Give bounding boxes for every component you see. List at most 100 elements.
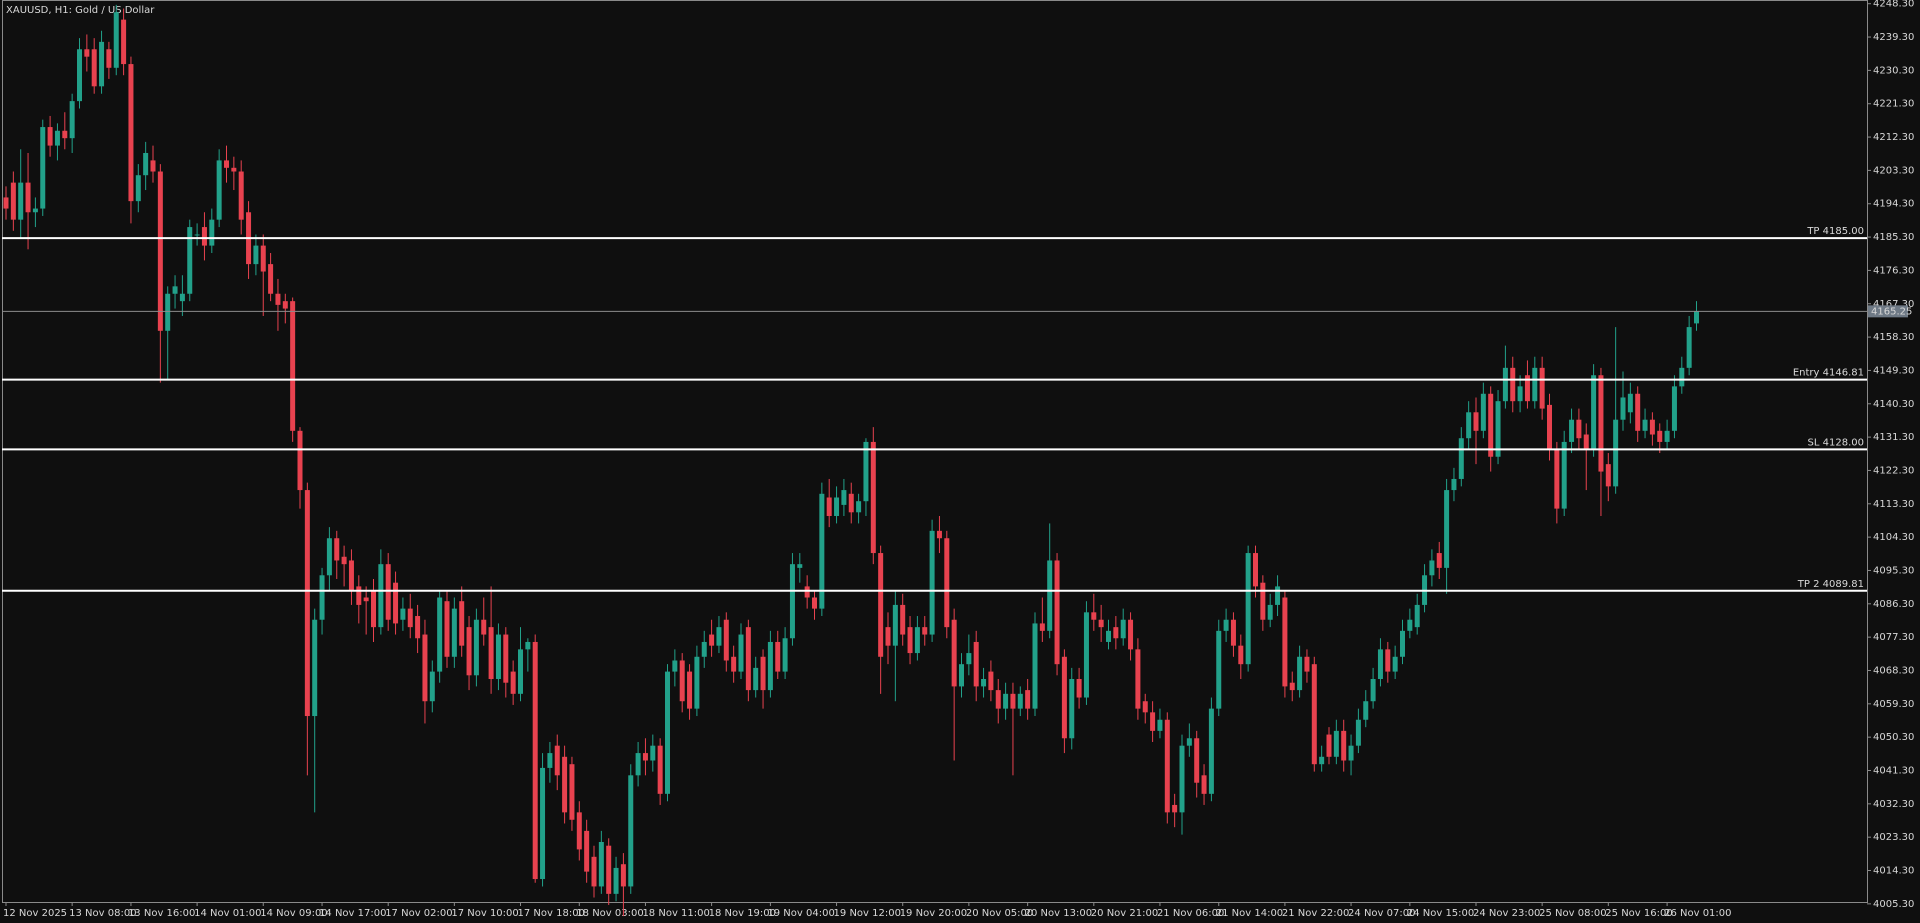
y-tick-label: 4239.30: [1873, 32, 1914, 43]
candle-body: [944, 538, 950, 628]
candle-body: [194, 234, 200, 236]
candle-body: [91, 49, 97, 87]
candle-body: [540, 767, 546, 880]
x-tick-label: 24 Nov 15:00: [1407, 908, 1474, 919]
candle-body: [554, 745, 560, 776]
candle-body: [1642, 419, 1648, 431]
candle-body: [1010, 693, 1016, 709]
candle-body: [1333, 730, 1339, 757]
candle-body: [77, 49, 82, 102]
y-tick-label: 4194.30: [1873, 199, 1914, 210]
candle-body: [282, 301, 288, 309]
candle-body: [128, 64, 134, 202]
candle-body: [1106, 630, 1111, 642]
level-label: SL 4128.00: [1808, 437, 1864, 448]
candle-body: [598, 841, 604, 887]
candle-body: [319, 575, 325, 620]
candle-body: [312, 619, 318, 717]
candle-body: [1547, 404, 1552, 450]
x-tick-label: 21 Nov 06:00: [1157, 908, 1224, 919]
y-tick-label: 4077.30: [1873, 632, 1914, 643]
candle-body: [451, 608, 457, 657]
candle-body: [238, 171, 244, 220]
candle-body: [356, 586, 362, 605]
candle-body: [1532, 367, 1538, 402]
candle-body: [929, 530, 935, 635]
candle-body: [1282, 597, 1288, 687]
candle-body: [121, 19, 127, 65]
candle-body: [1694, 311, 1699, 324]
candle-body: [1069, 679, 1075, 739]
candle-body: [841, 490, 847, 505]
candle-body: [459, 601, 465, 646]
candle-body: [1473, 412, 1479, 431]
candle-body: [1208, 708, 1214, 794]
candle-body: [620, 864, 626, 887]
chart-title: XAUUSD, H1: Gold / US Dollar: [6, 5, 155, 16]
candle-body: [1091, 612, 1097, 620]
candle-body: [275, 293, 281, 305]
candle-body: [826, 497, 832, 517]
candle-body: [657, 745, 663, 794]
candle-body: [1245, 553, 1251, 665]
level-label: TP 4185.00: [1806, 226, 1864, 237]
candle-body: [1414, 604, 1420, 628]
candle-body: [1510, 367, 1516, 402]
candle-body: [1348, 745, 1354, 761]
candle-body: [422, 634, 428, 702]
candle-body: [1517, 386, 1523, 402]
candle-body: [1613, 419, 1619, 487]
candle-body: [157, 171, 163, 331]
y-tick-label: 4113.30: [1873, 499, 1914, 510]
candle-body: [1561, 441, 1567, 509]
candle-body: [172, 286, 178, 294]
candle-body: [584, 830, 590, 872]
candle-body: [775, 641, 781, 672]
candle-body: [1304, 656, 1310, 672]
candle-body: [797, 564, 803, 568]
candle-body: [922, 627, 928, 635]
candle-body: [863, 441, 869, 502]
candle-body: [760, 656, 766, 691]
candle-body: [1150, 712, 1156, 731]
x-tick-label: 18 Nov 19:00: [709, 908, 776, 919]
candle-body: [1186, 738, 1192, 746]
candle-body: [1083, 612, 1089, 698]
candle-body: [1172, 804, 1178, 813]
candle-body: [1076, 679, 1082, 698]
candle-body: [1275, 586, 1281, 605]
candle-body: [1311, 664, 1317, 765]
candle-body: [679, 660, 685, 702]
candle-body: [900, 604, 906, 635]
candle-body: [3, 197, 9, 209]
level-label: TP 2 4089.81: [1797, 579, 1864, 590]
candle-body: [1392, 656, 1398, 672]
candle-body: [1664, 430, 1670, 442]
candle-body: [503, 634, 509, 683]
candle-body: [966, 653, 972, 665]
candle-body: [326, 538, 332, 576]
candle-body: [1377, 649, 1383, 680]
candle-body: [1326, 734, 1332, 757]
candle-body: [753, 667, 759, 691]
candle-body: [363, 597, 369, 602]
x-tick-label: 20 Nov 05:00: [966, 908, 1033, 919]
candle-body: [665, 671, 670, 794]
candle-body: [959, 664, 964, 687]
candle-body: [1120, 619, 1126, 639]
candle-body: [834, 497, 840, 517]
candle-body: [1157, 719, 1163, 731]
candle-body: [973, 641, 979, 687]
candle-body: [1047, 560, 1053, 631]
candle-body: [488, 627, 494, 680]
candle-body: [1164, 719, 1170, 813]
x-tick-label: 20 Nov 21:00: [1091, 908, 1158, 919]
candle-body: [1627, 393, 1633, 413]
candle-body: [1128, 619, 1134, 650]
candle-body: [1554, 449, 1560, 509]
candle-body: [716, 627, 722, 646]
candle-body: [870, 441, 876, 554]
candle-body: [1017, 693, 1023, 709]
candle-body: [1253, 553, 1258, 587]
candle-body: [591, 856, 597, 887]
